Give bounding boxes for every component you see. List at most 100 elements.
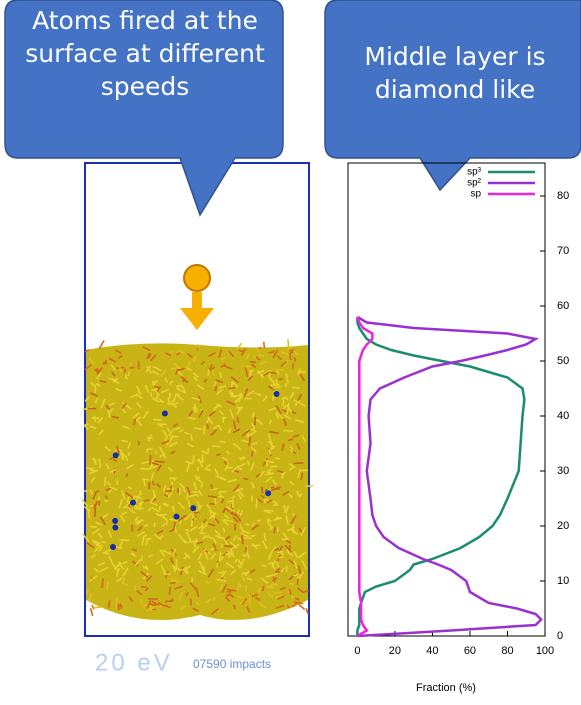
- bond: [194, 407, 195, 413]
- defect: [273, 391, 279, 397]
- bond: [201, 483, 202, 487]
- bond: [290, 583, 295, 584]
- bond: [128, 497, 129, 503]
- bond: [264, 533, 265, 541]
- bond: [152, 464, 153, 469]
- bond: [292, 387, 300, 388]
- bond: [193, 455, 194, 463]
- bond: [252, 496, 253, 502]
- y-tick-label: 70: [557, 245, 569, 257]
- atom: [184, 265, 210, 291]
- plot-frame: [348, 163, 545, 636]
- bond: [283, 430, 293, 431]
- bond: [141, 587, 146, 588]
- x-tick-label: 40: [426, 645, 438, 657]
- bond: [274, 592, 282, 593]
- y-tick-label: 40: [557, 410, 569, 422]
- defect: [112, 524, 118, 530]
- defect: [162, 411, 168, 417]
- bond: [242, 572, 250, 573]
- y-tick-label: 80: [557, 190, 569, 202]
- bond: [275, 458, 280, 459]
- bond: [144, 500, 150, 501]
- legend-label: sp: [470, 189, 481, 200]
- defect: [174, 514, 180, 520]
- energy-label: 20 eV: [95, 649, 173, 676]
- bond: [291, 446, 292, 452]
- legend-label: sp²: [467, 178, 482, 189]
- bond: [185, 529, 189, 530]
- bond: [271, 466, 277, 467]
- bond: [244, 479, 249, 480]
- bond: [198, 344, 199, 348]
- bond: [153, 481, 154, 485]
- x-tick-label: 0: [354, 645, 360, 657]
- bond: [155, 461, 165, 462]
- x-axis-label: Fraction (%): [416, 682, 476, 694]
- bond: [144, 525, 148, 526]
- bond: [99, 458, 100, 468]
- bond: [256, 499, 257, 508]
- bond: [234, 605, 235, 609]
- bond: [246, 366, 251, 367]
- bond: [117, 481, 118, 485]
- bond: [171, 368, 177, 369]
- bond: [300, 372, 306, 373]
- bond: [220, 552, 221, 562]
- bond: [95, 508, 96, 517]
- bond: [250, 362, 256, 363]
- bond: [245, 547, 246, 552]
- bond: [154, 522, 155, 526]
- bond: [191, 517, 192, 527]
- bond: [275, 387, 281, 388]
- bond: [167, 404, 172, 405]
- defect: [113, 452, 119, 458]
- bond: [165, 601, 173, 602]
- impacts-label: 07590 impacts: [193, 657, 271, 671]
- bond: [212, 446, 221, 447]
- bond: [249, 593, 250, 603]
- bond: [266, 462, 267, 466]
- defect: [112, 518, 118, 524]
- bond: [169, 393, 170, 398]
- bond: [276, 380, 277, 386]
- defect: [265, 490, 271, 496]
- bond: [230, 396, 235, 397]
- bond: [119, 540, 129, 541]
- bond: [211, 512, 212, 517]
- bond: [221, 544, 222, 549]
- bond: [164, 574, 171, 575]
- bond: [109, 600, 110, 607]
- bond: [143, 479, 149, 480]
- callout-text: Middle layer is diamond like: [340, 40, 570, 106]
- bond: [229, 388, 235, 389]
- defect: [190, 505, 196, 511]
- bond: [264, 342, 265, 348]
- bond: [168, 397, 169, 403]
- bond: [96, 545, 103, 546]
- bond: [252, 451, 253, 456]
- y-tick-label: 50: [557, 355, 569, 367]
- bond: [215, 386, 216, 392]
- y-tick-label: 10: [557, 575, 569, 587]
- bond: [90, 527, 96, 528]
- bond: [294, 357, 295, 361]
- bond: [251, 545, 260, 546]
- bond: [224, 546, 233, 547]
- bond: [249, 371, 253, 372]
- y-tick-label: 0: [557, 630, 563, 642]
- bond: [262, 487, 263, 494]
- bond: [151, 392, 152, 397]
- y-tick-label: 60: [557, 300, 569, 312]
- bond: [153, 419, 161, 420]
- x-tick-label: 80: [501, 645, 513, 657]
- bond: [170, 581, 179, 582]
- bond: [224, 528, 225, 532]
- bond: [290, 353, 291, 360]
- bond: [288, 403, 289, 411]
- bond: [188, 541, 198, 542]
- x-tick-label: 60: [464, 645, 476, 657]
- bond: [147, 438, 153, 439]
- bond: [198, 467, 199, 471]
- simulation-image: [82, 339, 313, 620]
